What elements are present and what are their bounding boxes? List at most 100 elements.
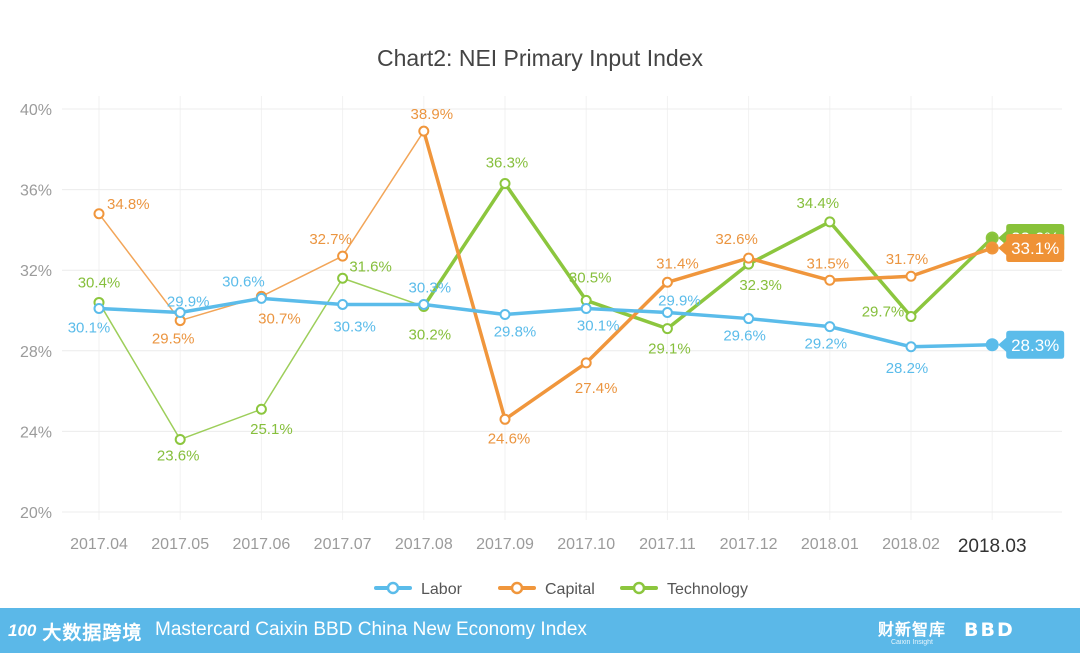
labor-point xyxy=(337,298,349,310)
labor-line-segment xyxy=(503,306,588,317)
x-tick-label: 2017.09 xyxy=(476,536,534,553)
technology-line-segment xyxy=(98,301,181,441)
technology-data-label: 25.1% xyxy=(250,421,293,438)
labor-data-label: 29.8% xyxy=(494,324,537,341)
labor-line-segment xyxy=(584,306,670,315)
technology-data-label: 32.3% xyxy=(739,277,782,294)
capital-data-label: 32.6% xyxy=(715,231,758,248)
labor-data-label: 28.2% xyxy=(886,360,929,377)
capital-point xyxy=(905,270,917,282)
legend-label: Technology xyxy=(667,581,748,598)
y-axis: 20% 24% 28% 32% 36% 40% xyxy=(20,102,52,522)
bbd-logo: BBD xyxy=(964,619,1015,641)
x-tick-label: 2017.12 xyxy=(720,536,778,553)
capital-data-label: 34.8% xyxy=(107,196,150,213)
capital-line-segment xyxy=(260,255,344,298)
capital-line-segment xyxy=(584,280,670,365)
legend-swatch-marker xyxy=(510,581,524,595)
capital-badge-bg xyxy=(998,234,1065,263)
labor-line-segment xyxy=(178,296,264,315)
caixin-insight-logo: 财新智库 Caixin Insight xyxy=(878,616,946,646)
capital-data-label: 32.7% xyxy=(309,231,352,248)
capital-point xyxy=(580,357,592,369)
technology-point xyxy=(174,433,186,445)
legend-item-technology: Technology xyxy=(620,581,748,598)
legend: Labor Capital Technology xyxy=(374,581,748,598)
legend-label: Capital xyxy=(545,581,595,598)
technology-line-segment xyxy=(909,236,994,319)
technology-data-label: 34.4% xyxy=(797,195,840,212)
capital-data-label: 24.6% xyxy=(488,430,531,447)
technology-line-segment xyxy=(422,181,507,309)
capital-data-label: 38.9% xyxy=(411,106,454,123)
technology-line-segment xyxy=(503,181,588,303)
labor-data-label: 30.3% xyxy=(333,318,376,335)
capital-end-badge: 33.1% xyxy=(998,234,1065,263)
technology-point xyxy=(824,216,836,228)
technology-line-segment xyxy=(179,408,263,441)
capital-data-label: 31.7% xyxy=(886,251,929,268)
labor-line-segment xyxy=(746,316,832,329)
capital-data-label: 27.4% xyxy=(575,380,618,397)
capital-data-label: 31.5% xyxy=(807,255,850,272)
labor-point xyxy=(661,307,673,319)
labor-point xyxy=(824,321,836,333)
labor-data-label: 30.1% xyxy=(577,317,620,334)
x-tick-label: 2017.10 xyxy=(557,536,615,553)
capital-line-segment xyxy=(665,256,751,285)
logo-number: 100 xyxy=(8,621,37,640)
logo-text: 大数据跨境 xyxy=(42,622,143,644)
x-tick-label: 2017.07 xyxy=(314,536,372,553)
capital-point xyxy=(661,276,673,288)
capital-line-segment xyxy=(746,256,832,283)
labor-line-segment xyxy=(259,296,345,307)
x-tick-label: 2017.11 xyxy=(639,536,696,553)
labor-data-label: 30.6% xyxy=(222,273,265,290)
x-tick-label: 2018.01 xyxy=(801,536,859,553)
capital-line-segment xyxy=(98,213,181,322)
capital-point xyxy=(418,125,430,137)
technology-line-segment xyxy=(665,262,751,331)
labor-point xyxy=(985,338,999,352)
technology-data-label: 30.4% xyxy=(78,274,121,291)
grid xyxy=(62,96,1062,520)
legend-swatch-marker xyxy=(632,581,646,595)
labor-point xyxy=(418,298,430,310)
capital-point xyxy=(985,241,999,255)
legend-swatch-marker xyxy=(386,581,400,595)
caixin-logo-text: 财新智库 xyxy=(878,622,947,639)
x-tick-label: 2018.02 xyxy=(882,536,940,553)
chart: Chart2: NEI Primary Input Index 20% 24% 28… xyxy=(20,45,1065,598)
capital-point xyxy=(93,208,105,220)
capital-data-label: 29.5% xyxy=(152,331,195,348)
technology-point xyxy=(499,178,511,190)
capital-line-segment xyxy=(503,361,588,422)
labor-line-segment xyxy=(422,302,507,317)
capital-line-segment xyxy=(828,274,913,283)
technology-point xyxy=(661,323,673,335)
x-tick-label: 2017.06 xyxy=(232,536,290,553)
caixin-logo-sub: Caixin Insight xyxy=(890,639,934,646)
technology-line-segment xyxy=(746,220,832,266)
legend-item-labor: Labor xyxy=(374,581,463,598)
labor-data-label: 29.6% xyxy=(723,328,766,345)
x-tick-label: 2018.03 xyxy=(958,536,1027,557)
labor-point xyxy=(93,302,105,314)
footer-title: Mastercard Caixin BBD China New Economy … xyxy=(155,619,587,640)
labor-line-segment xyxy=(97,306,182,315)
technology-data-label: 29.7% xyxy=(862,304,905,321)
labor-data-label: 29.2% xyxy=(805,336,848,353)
technology-point xyxy=(905,311,917,323)
labor-end-badge: 28.3% xyxy=(998,330,1065,359)
technology-data-label: 31.6% xyxy=(349,258,392,275)
labor-line-segment xyxy=(909,343,994,349)
labor-point xyxy=(255,292,267,304)
labor-data-label: 29.9% xyxy=(658,293,701,310)
labor-data-label: 29.9% xyxy=(167,294,210,311)
technology-data-label: 36.3% xyxy=(486,155,529,172)
capital-data-label: 31.4% xyxy=(656,255,699,272)
capital-point xyxy=(337,250,349,262)
x-axis: 2017.04 2017.05 2017.06 2017.07 2017.08 2017.… xyxy=(70,536,1026,557)
capital-badge-label: 33.1% xyxy=(1011,239,1059,258)
labor-line-segment xyxy=(828,324,913,349)
